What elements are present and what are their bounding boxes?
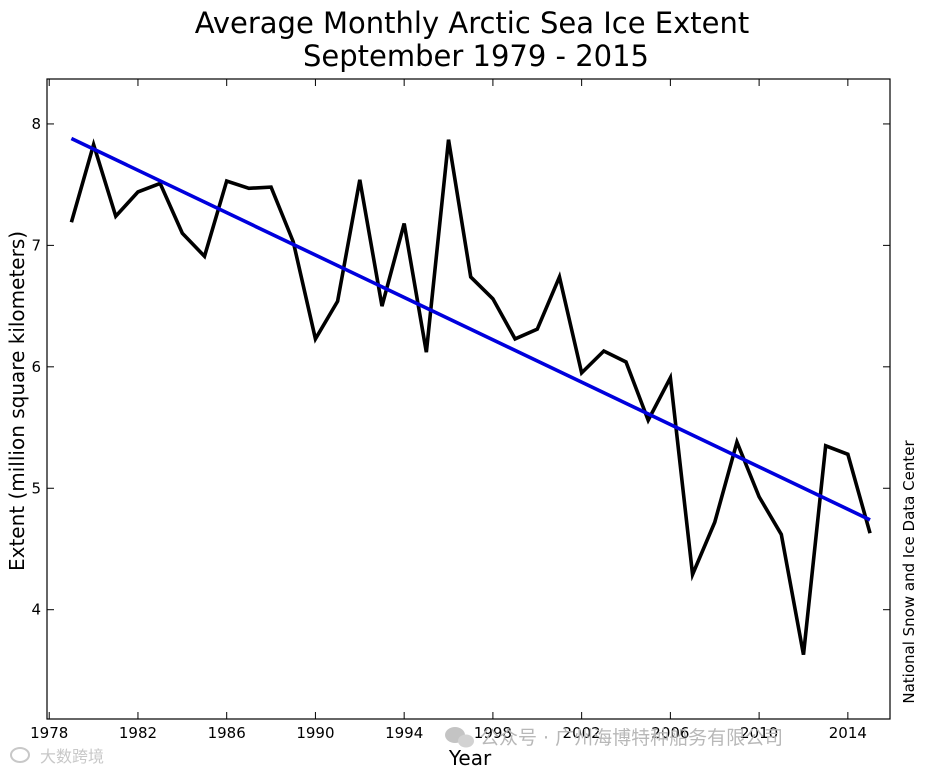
extent-data-point [113,214,118,219]
extent-data-point [379,304,384,309]
wechat-icon [445,727,474,748]
x-tick-label: 2006 [651,724,689,742]
x-tick-label: 2010 [740,724,778,742]
series-layer [69,136,873,657]
extent-data-point [402,221,407,226]
weibo-icon [10,747,30,763]
watermark-text: 公众号 · 广州海博特种船务有限公司 [480,727,783,749]
extent-data-point [646,418,651,423]
extent-data-point [712,520,717,525]
extent-data-point [557,274,562,279]
extent-data-point [424,350,429,355]
extent-data-point [180,231,185,236]
extent-data-point [269,185,274,190]
extent-data-point [468,274,473,279]
extent-data-point [357,177,362,182]
trend-endpoint [868,517,873,522]
extent-data-point [313,336,318,341]
extent-data-point [823,443,828,448]
extent-data-point [690,572,695,577]
extent-data-point [757,494,762,499]
y-axis: 4 5 6 7 8 [31,115,890,619]
credit-text: National Snow and Ice Data Center [900,440,918,704]
y-tick-label: 5 [31,479,41,497]
extent-data-point [624,359,629,364]
chart-subtitle: September 1979 - 2015 [303,39,649,73]
trend-endpoint [69,136,74,141]
x-tick-label: 2014 [829,724,867,742]
y-tick-label: 4 [31,601,41,619]
extent-data-point [513,336,518,341]
chart-title: Average Monthly Arctic Sea Ice Extent [195,6,750,40]
extent-data-point [801,652,806,657]
x-axis-label: Year [448,746,492,770]
x-tick-label: 1998 [474,724,512,742]
y-tick-label: 7 [31,236,41,254]
y-tick-label: 8 [31,115,41,133]
watermark: 公众号 · 广州海博特种船务有限公司 大数跨境 [10,727,783,766]
extent-data-point [224,179,229,184]
plot-area-frame [46,78,891,720]
x-tick-label: 1978 [30,724,68,742]
extent-data-point [668,375,673,380]
y-tick-label: 6 [31,358,41,376]
extent-data-point [335,299,340,304]
extent-data-point [202,254,207,259]
x-tick-label: 1986 [208,724,246,742]
x-axis: 1978 1982 1986 1990 1994 1998 2002 2006 2010 2014 [30,79,867,742]
extent-data-point [734,440,739,445]
extent-data-point [446,137,451,142]
extent-data-point [490,296,495,301]
x-tick-label: 1982 [119,724,157,742]
extent-data-point [135,189,140,194]
extent-data-point [845,452,850,457]
extent-data-point [779,532,784,537]
extent-series-line [69,138,872,655]
extent-data-point [69,220,74,225]
y-axis-label: Extent (million square kilometers) [5,231,29,571]
x-tick-label: 2002 [563,724,601,742]
trend-series-line [70,136,871,522]
x-tick-label: 1990 [296,724,334,742]
x-tick-label: 1994 [385,724,423,742]
extent-data-point [601,349,606,354]
watermark-corner-text: 大数跨境 [40,747,104,766]
extent-data-point [868,531,873,536]
extent-data-point [579,370,584,375]
extent-data-point [246,186,251,191]
extent-data-point [535,327,540,332]
